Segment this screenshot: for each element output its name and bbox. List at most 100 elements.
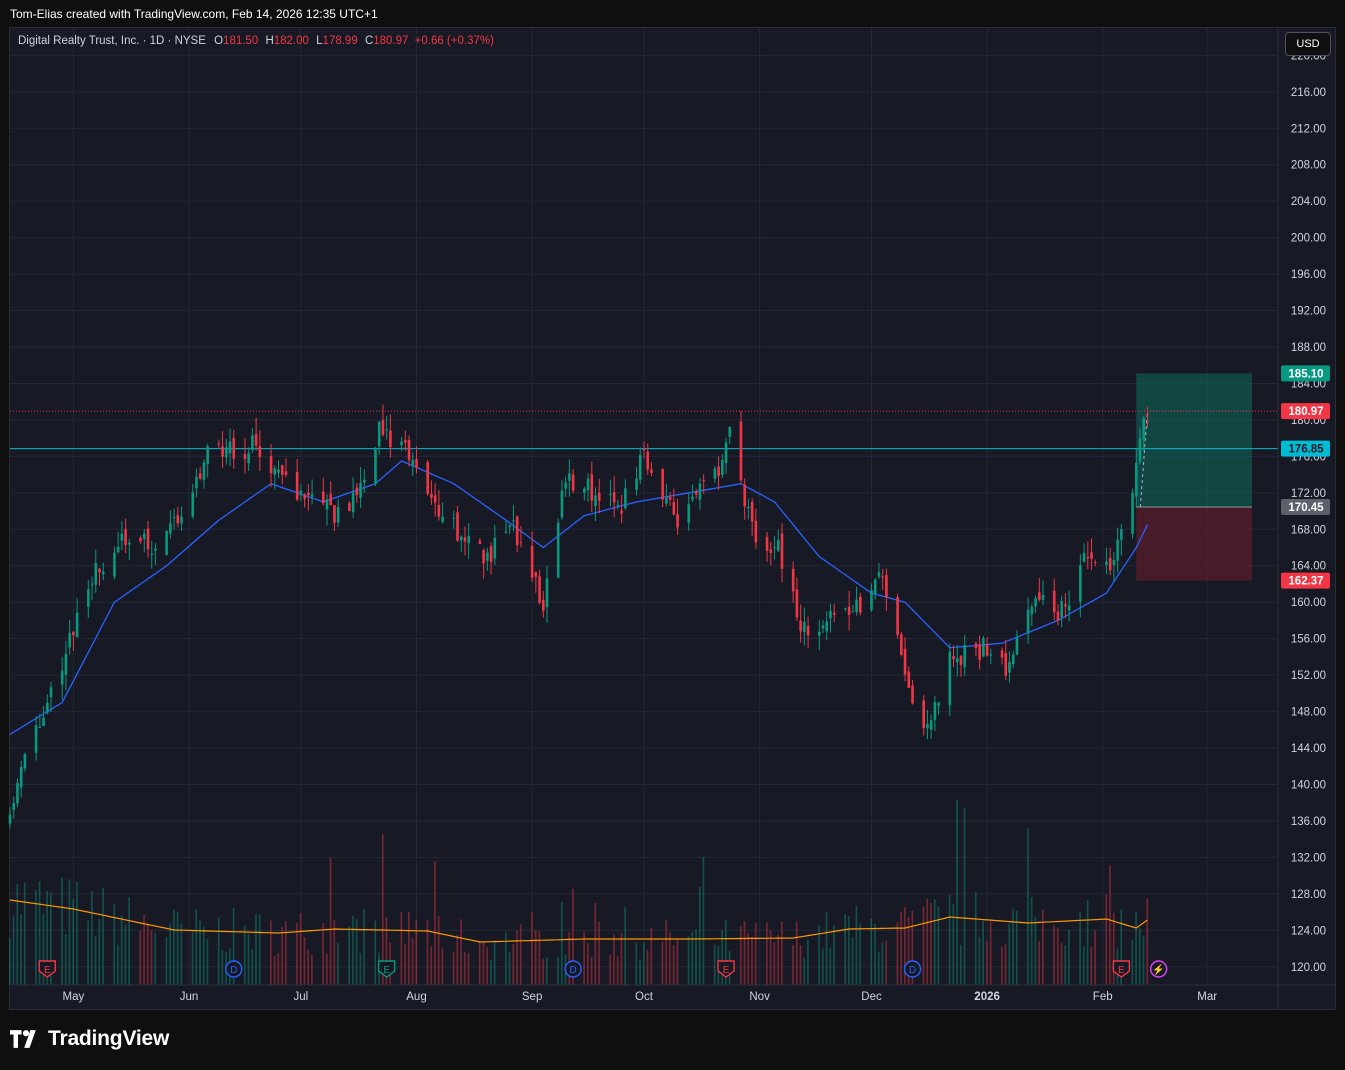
candle-body — [556, 522, 560, 578]
candle-body — [98, 568, 101, 573]
volume-bar — [311, 954, 313, 985]
price-tick-label: 172.00 — [1291, 488, 1326, 500]
price-tick-label: 196.00 — [1291, 269, 1326, 281]
moving-average-layer — [9, 460, 1149, 735]
candle-body — [142, 533, 146, 539]
volume-bar — [989, 921, 992, 985]
candle-body — [333, 505, 336, 523]
candle-body — [922, 700, 926, 729]
volume-bar — [799, 945, 802, 985]
candle-body — [87, 589, 90, 607]
candle-body — [351, 492, 355, 513]
candle-body — [325, 499, 329, 510]
candle-body — [594, 495, 597, 507]
volume-bar — [754, 922, 757, 985]
volume-bar — [747, 932, 750, 985]
candle-body — [538, 576, 541, 603]
volume-bar — [270, 920, 272, 985]
volume-bar — [691, 932, 694, 985]
volume-bar — [1068, 929, 1070, 985]
volume-bar — [609, 954, 612, 985]
volume-bar — [557, 956, 559, 985]
volume-bar — [113, 903, 116, 985]
candle-body — [750, 501, 754, 522]
candle-body — [198, 473, 202, 479]
candle-body — [381, 420, 385, 435]
volume-bar — [1012, 908, 1014, 985]
candle-body — [586, 478, 590, 491]
volume-ma-line — [9, 899, 1148, 943]
volume-bar — [139, 930, 142, 985]
chart-panel[interactable] — [9, 27, 1336, 1010]
candle-body — [1038, 592, 1041, 600]
volume-bar — [1004, 944, 1007, 985]
candle-body — [542, 599, 545, 611]
candle-body — [172, 516, 176, 518]
candle-body — [355, 487, 359, 496]
time-tick-label: Mar — [1197, 991, 1217, 1003]
price-tick-label: 156.00 — [1291, 634, 1326, 646]
volume-bar — [930, 903, 932, 985]
volume-bar — [624, 907, 626, 985]
candle-body — [169, 523, 172, 534]
time-tick-label: Sep — [522, 991, 542, 1003]
volume-bar — [665, 919, 667, 985]
volume-bar — [1083, 946, 1085, 985]
volume-bar — [415, 919, 418, 985]
grid — [10, 28, 1278, 985]
volume-bar — [904, 907, 906, 985]
candle-body — [1138, 438, 1142, 462]
volume-bar — [143, 914, 145, 985]
volume-bar — [273, 955, 276, 985]
volume-bar — [560, 901, 563, 985]
volume-bar — [326, 953, 328, 985]
candle-body — [583, 488, 586, 493]
candle-body — [478, 540, 482, 544]
candle-body — [665, 497, 668, 504]
candle-body — [825, 621, 829, 632]
time-tick-label: Oct — [635, 991, 654, 1003]
volume-bar — [352, 915, 354, 985]
candle-body — [277, 469, 280, 473]
volume-bar — [1105, 894, 1108, 985]
price-badge — [1281, 365, 1330, 382]
volume-bar — [482, 941, 485, 985]
candle-body — [459, 536, 463, 541]
volume-bar — [355, 918, 358, 985]
volume-bar — [803, 958, 805, 985]
dividend-marker — [903, 960, 922, 978]
volume-bar — [739, 926, 742, 985]
candle-body — [773, 547, 776, 549]
candle-body — [150, 553, 154, 555]
currency-button[interactable]: USD — [1285, 32, 1331, 56]
volume-bar — [299, 912, 302, 985]
candle-body — [1008, 661, 1011, 673]
volume-bar — [322, 922, 324, 985]
volume-bar — [20, 914, 22, 985]
candle-body — [687, 504, 691, 523]
volume-bar — [616, 956, 619, 985]
price-tick-label: 128.00 — [1291, 889, 1326, 901]
volume-bar — [16, 883, 19, 985]
position-path — [1139, 411, 1148, 507]
volume-bar — [590, 957, 593, 985]
volume-bar — [191, 930, 194, 985]
earnings-marker — [38, 960, 56, 978]
volume-bar — [199, 920, 201, 985]
candle-body — [1030, 606, 1034, 615]
volume-bar — [1008, 923, 1011, 985]
symbol-legend[interactable]: Digital Realty Trust, Inc. · 1D · NYSE O… — [18, 35, 494, 47]
candle-body — [702, 480, 705, 482]
brand-text: TradingView — [48, 1027, 170, 1050]
candle-body — [467, 535, 471, 544]
earnings-marker-label: E — [1118, 965, 1125, 976]
candle-body — [642, 449, 646, 451]
candle-body — [832, 612, 836, 615]
dividend-marker-label: D — [909, 965, 916, 976]
candles — [8, 404, 1149, 829]
volume-bar — [452, 952, 455, 985]
candle-body — [948, 651, 952, 706]
candle-body — [713, 468, 717, 479]
volume-bar — [284, 921, 287, 985]
